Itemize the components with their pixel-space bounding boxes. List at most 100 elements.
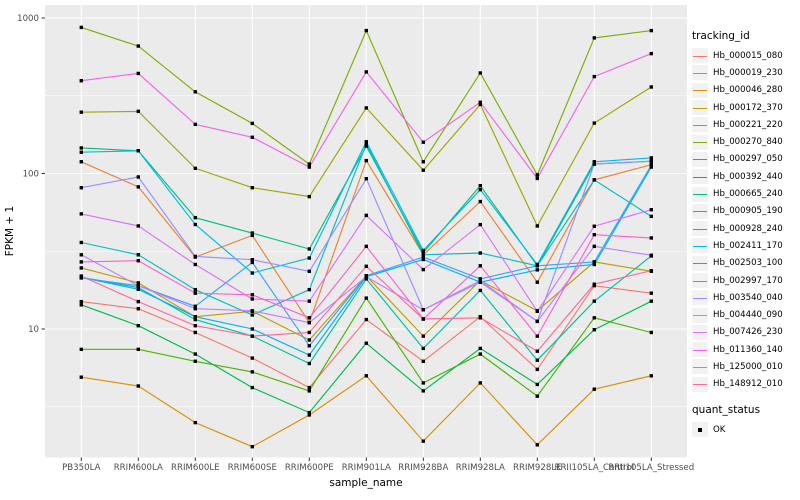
legend-line-icon xyxy=(693,107,707,109)
legend-line-icon xyxy=(693,297,707,299)
data-point xyxy=(79,260,83,264)
data-point xyxy=(535,334,539,338)
data-point xyxy=(193,330,197,335)
legend-line-icon xyxy=(693,349,707,351)
data-point xyxy=(478,102,482,107)
legend-item: Hb_003540_040 xyxy=(692,289,798,306)
data-point xyxy=(250,445,254,449)
legend-title-quant-status: quant_status xyxy=(692,403,761,416)
data-point xyxy=(649,299,653,303)
data-point xyxy=(307,194,311,199)
legend-item: Hb_000270_840 xyxy=(692,133,798,150)
data-point xyxy=(535,264,539,268)
data-point xyxy=(136,307,140,311)
data-point xyxy=(79,150,83,154)
data-point xyxy=(478,183,482,188)
legend-key-swatch xyxy=(692,221,708,237)
legend-item-label: Hb_000270_840 xyxy=(713,137,783,148)
data-point xyxy=(136,287,140,292)
data-point xyxy=(592,244,596,249)
data-point xyxy=(193,287,197,292)
data-point xyxy=(193,359,197,363)
x-tick-label: RRIM600LA xyxy=(114,463,163,473)
data-point xyxy=(649,291,653,295)
data-point xyxy=(421,257,425,262)
data-point xyxy=(592,262,596,267)
legend-line-icon xyxy=(693,280,707,282)
data-point xyxy=(136,324,140,328)
data-point xyxy=(364,213,368,218)
legend-item: Hb_000392_440 xyxy=(692,168,798,185)
legend-line-icon xyxy=(693,55,707,57)
x-tick-label: RRIM928BA xyxy=(398,463,448,473)
data-point xyxy=(250,186,254,190)
data-point xyxy=(307,320,311,325)
data-point xyxy=(79,299,83,304)
data-point xyxy=(250,293,254,297)
legend-item-label: Hb_000046_280 xyxy=(713,85,783,96)
legend-item: Hb_000928_240 xyxy=(692,220,798,237)
data-point xyxy=(250,370,254,374)
data-point xyxy=(193,317,197,322)
data-point xyxy=(649,374,653,378)
data-point xyxy=(307,338,311,342)
data-point xyxy=(421,168,425,172)
legend-key-swatch xyxy=(692,186,708,202)
data-point xyxy=(79,375,83,379)
data-point xyxy=(592,178,596,182)
data-point xyxy=(478,199,482,204)
data-point xyxy=(136,299,140,304)
data-point xyxy=(649,214,653,219)
legend-key-swatch xyxy=(692,203,708,219)
data-point xyxy=(592,224,596,228)
legend-item: Hb_002503_100 xyxy=(692,255,798,272)
data-point xyxy=(421,334,425,338)
data-point xyxy=(136,149,140,153)
data-point xyxy=(478,264,482,268)
data-point xyxy=(649,253,653,257)
data-point xyxy=(592,387,596,391)
data-point xyxy=(307,344,311,348)
data-point xyxy=(535,349,539,353)
data-point xyxy=(478,381,482,385)
data-point xyxy=(478,352,482,356)
data-point xyxy=(79,79,83,83)
data-point xyxy=(364,142,368,146)
data-point xyxy=(307,247,311,251)
data-point xyxy=(307,353,311,357)
data-point xyxy=(250,385,254,390)
data-point xyxy=(193,122,197,127)
data-point xyxy=(79,25,83,30)
data-point xyxy=(592,233,596,237)
data-point xyxy=(307,269,311,273)
data-point xyxy=(592,162,596,166)
data-point xyxy=(250,313,254,317)
data-point xyxy=(592,160,596,164)
data-point xyxy=(364,140,368,144)
legend-item-label: Hb_000665_240 xyxy=(713,189,783,200)
data-point xyxy=(592,282,596,286)
legend-key-swatch xyxy=(692,290,708,306)
legend-line-icon xyxy=(693,366,707,368)
data-point xyxy=(136,285,140,290)
data-point xyxy=(307,410,311,415)
legend-line-icon xyxy=(693,159,707,161)
data-point xyxy=(250,121,254,126)
data-point xyxy=(592,260,596,264)
data-point xyxy=(421,308,425,312)
legend-item: Hb_011360_140 xyxy=(692,341,798,358)
data-point xyxy=(79,276,83,280)
data-point xyxy=(649,165,653,169)
data-point xyxy=(364,341,368,345)
data-point xyxy=(421,250,425,255)
data-point xyxy=(421,140,425,144)
data-point xyxy=(421,346,425,351)
data-point xyxy=(535,358,539,362)
legend-item: Hb_000019_230 xyxy=(692,64,798,81)
legend-item: Hb_004440_090 xyxy=(692,306,798,323)
legend-line-icon xyxy=(693,142,707,144)
legend-item-label: Hb_125000_010 xyxy=(713,361,783,372)
data-point xyxy=(364,106,368,110)
data-point xyxy=(250,260,254,265)
data-point xyxy=(592,327,596,332)
